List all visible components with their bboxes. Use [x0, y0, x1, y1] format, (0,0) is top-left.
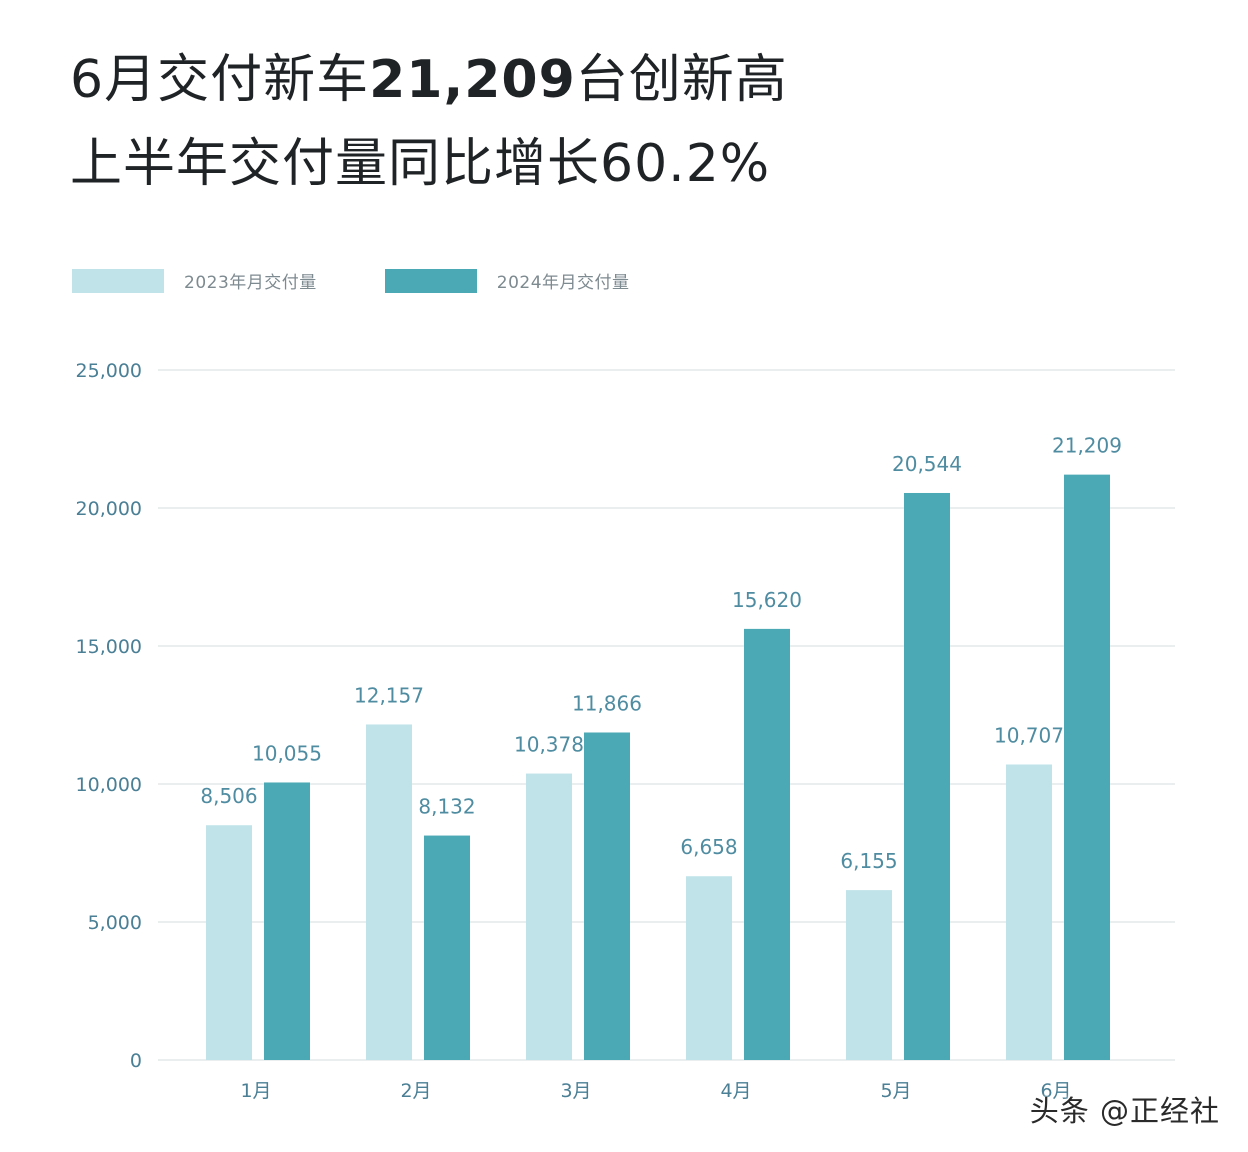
- legend-swatch-2024: [384, 268, 477, 293]
- bar: [1064, 474, 1110, 1060]
- data-label: 8,506: [200, 784, 257, 808]
- legend-swatch-2023: [72, 268, 164, 293]
- legend-label-2023: 2023年月交付量: [184, 273, 317, 293]
- bar: [686, 876, 732, 1060]
- y-tick-label: 15,000: [76, 636, 142, 658]
- bar: [424, 835, 470, 1060]
- bar: [206, 825, 252, 1060]
- bar: [846, 890, 892, 1060]
- x-tick-label: 2月: [400, 1080, 431, 1102]
- watermark: 头条 @正经社: [1029, 1094, 1220, 1128]
- title-prefix: 6月交付新车: [70, 50, 370, 110]
- data-label: 6,658: [680, 835, 737, 859]
- data-label: 8,132: [418, 795, 475, 819]
- chart-title: 6月交付新车21,209台创新高 上半年交付量同比增长60.2%: [70, 38, 788, 206]
- legend-item-2023: 2023年月交付量: [72, 268, 317, 293]
- data-label: 10,707: [994, 723, 1064, 747]
- bar: [526, 773, 572, 1060]
- y-tick-label: 0: [130, 1050, 142, 1072]
- chart-legend: 2023年月交付量 2024年月交付量: [72, 268, 698, 293]
- bar: [264, 782, 310, 1060]
- bar: [744, 628, 790, 1060]
- title-line-1: 6月交付新车21,209台创新高: [70, 38, 788, 122]
- data-label: 12,157: [354, 683, 424, 707]
- data-label: 21,209: [1052, 434, 1122, 458]
- data-label: 15,620: [732, 588, 802, 612]
- y-tick-label: 25,000: [76, 360, 142, 382]
- bar: [1006, 764, 1052, 1060]
- title-line-2: 上半年交付量同比增长60.2%: [70, 134, 771, 194]
- bar: [584, 732, 630, 1060]
- legend-item-2024: 2024年月交付量: [384, 268, 630, 293]
- data-label: 20,544: [892, 452, 962, 476]
- y-tick-label: 5,000: [88, 912, 142, 934]
- title-suffix: 台创新高: [575, 50, 788, 110]
- title-highlight-number: 21,209: [369, 50, 576, 110]
- bar: [366, 724, 412, 1060]
- x-tick-label: 3月: [560, 1080, 591, 1102]
- data-label: 6,155: [840, 849, 897, 873]
- bar: [904, 492, 950, 1060]
- x-tick-label: 4月: [720, 1080, 751, 1102]
- x-tick-label: 1月: [240, 1080, 271, 1102]
- y-tick-label: 10,000: [76, 774, 142, 796]
- legend-label-2024: 2024年月交付量: [496, 273, 630, 293]
- y-tick-label: 20,000: [76, 498, 142, 520]
- data-label: 10,055: [252, 741, 322, 765]
- x-tick-label: 5月: [880, 1080, 911, 1102]
- data-label: 11,866: [572, 691, 642, 715]
- data-label: 10,378: [514, 733, 584, 757]
- x-tick-label: 6月: [1040, 1080, 1071, 1102]
